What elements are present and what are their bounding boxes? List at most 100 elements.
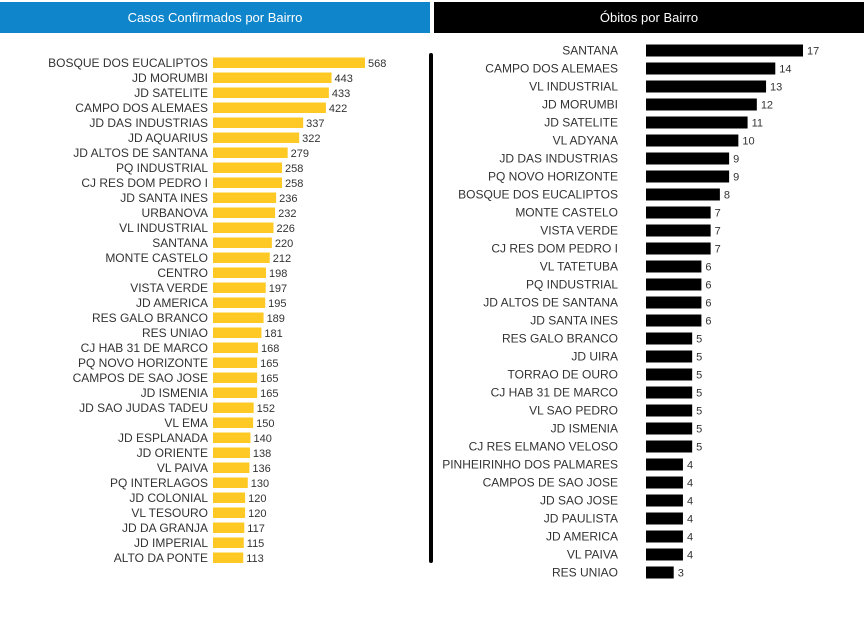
cases-bar[interactable] (213, 417, 254, 429)
deaths-value-label: 6 (705, 280, 711, 292)
cases-bar[interactable] (213, 192, 277, 204)
deaths-bar[interactable] (646, 44, 803, 57)
deaths-bar[interactable] (646, 440, 693, 453)
deaths-bar[interactable] (646, 224, 711, 237)
cases-bar[interactable] (213, 267, 266, 279)
cases-bar[interactable] (213, 387, 258, 399)
cases-bar[interactable] (213, 507, 246, 519)
deaths-value-label: 9 (733, 172, 739, 184)
cases-bar[interactable] (213, 402, 254, 414)
cases-bar[interactable] (213, 327, 262, 339)
cases-category-label: VL TESOURO (131, 506, 208, 520)
cases-bar[interactable] (213, 132, 300, 144)
cases-bar[interactable] (213, 177, 283, 189)
deaths-bar[interactable] (646, 62, 776, 75)
deaths-bar[interactable] (646, 314, 702, 327)
deaths-bar[interactable] (646, 206, 711, 219)
cases-category-label: PQ INDUSTRIAL (116, 161, 208, 175)
deaths-bar[interactable] (646, 494, 683, 507)
deaths-bar[interactable] (646, 368, 693, 381)
cases-bar[interactable] (213, 477, 248, 489)
cases-category-label: CJ RES DOM PEDRO I (81, 176, 208, 190)
deaths-category-label: PINHEIRINHO DOS PALMARES (442, 458, 618, 472)
cases-value-label: 113 (246, 553, 264, 565)
deaths-bar[interactable] (646, 134, 739, 147)
cases-bar[interactable] (213, 462, 250, 474)
cases-bar[interactable] (213, 57, 365, 69)
deaths-bar[interactable] (646, 458, 683, 471)
cases-value-label: 258 (285, 178, 303, 190)
cases-bar[interactable] (213, 117, 304, 129)
panel-divider (429, 53, 433, 563)
deaths-bar[interactable] (646, 116, 748, 129)
deaths-bar[interactable] (646, 296, 702, 309)
cases-value-label: 226 (276, 223, 294, 235)
deaths-value-label: 4 (687, 550, 693, 562)
deaths-bar[interactable] (646, 278, 702, 291)
deaths-bar[interactable] (646, 512, 683, 525)
cases-bar[interactable] (213, 552, 244, 564)
cases-category-label: SANTANA (152, 236, 208, 250)
deaths-value-label: 14 (779, 64, 791, 76)
deaths-category-label: VISTA VERDE (540, 224, 618, 238)
cases-bar[interactable] (213, 72, 332, 84)
cases-bar[interactable] (213, 147, 288, 159)
cases-bar[interactable] (213, 237, 272, 249)
deaths-value-label: 17 (807, 46, 819, 58)
deaths-value-label: 5 (696, 424, 702, 436)
deaths-bar[interactable] (646, 188, 720, 201)
deaths-value-label: 7 (715, 208, 721, 220)
deaths-category-label: VL INDUSTRIAL (529, 80, 618, 94)
cases-bar[interactable] (213, 537, 244, 549)
cases-value-label: 212 (273, 253, 291, 265)
deaths-bar[interactable] (646, 152, 730, 165)
cases-bar[interactable] (213, 162, 283, 174)
cases-bar[interactable] (213, 222, 274, 234)
deaths-category-label: CAMPOS DE SAO JOSE (483, 476, 618, 490)
cases-bar[interactable] (213, 207, 276, 219)
deaths-bar[interactable] (646, 404, 693, 417)
deaths-bar[interactable] (646, 332, 693, 345)
cases-bar[interactable] (213, 252, 270, 264)
cases-bar[interactable] (213, 522, 245, 534)
cases-bar[interactable] (213, 492, 246, 504)
deaths-bar[interactable] (646, 170, 730, 183)
deaths-value-label: 13 (770, 82, 782, 94)
cases-category-label: MONTE CASTELO (105, 251, 208, 265)
deaths-bar[interactable] (646, 98, 757, 111)
deaths-category-label: MONTE CASTELO (515, 206, 618, 220)
deaths-bar[interactable] (646, 422, 693, 435)
cases-bar[interactable] (213, 432, 251, 444)
cases-value-label: 568 (368, 58, 386, 70)
deaths-value-label: 6 (705, 262, 711, 274)
cases-value-label: 443 (335, 73, 353, 85)
cases-bar[interactable] (213, 357, 258, 369)
cases-value-label: 279 (291, 148, 309, 160)
deaths-category-label: TORRAO DE OURO (508, 368, 618, 382)
cases-category-label: VL INDUSTRIAL (119, 221, 208, 235)
cases-bar[interactable] (213, 342, 258, 354)
cases-category-label: CJ HAB 31 DE MARCO (81, 341, 208, 355)
deaths-bar[interactable] (646, 260, 702, 273)
cases-bar[interactable] (213, 87, 329, 99)
deaths-bar[interactable] (646, 530, 683, 543)
cases-bar[interactable] (213, 297, 266, 309)
deaths-value-label: 4 (687, 532, 693, 544)
deaths-bar[interactable] (646, 548, 683, 561)
deaths-category-label: JD MORUMBI (542, 98, 618, 112)
cases-category-label: PQ INTERLAGOS (110, 476, 208, 490)
cases-bar[interactable] (213, 447, 250, 459)
cases-bar[interactable] (213, 312, 264, 324)
deaths-bar[interactable] (646, 350, 693, 363)
deaths-bar[interactable] (646, 476, 683, 489)
cases-category-label: JD ISMENIA (141, 386, 208, 400)
cases-value-label: 236 (279, 193, 297, 205)
deaths-bar[interactable] (646, 242, 711, 255)
cases-bar[interactable] (213, 102, 326, 114)
cases-bar[interactable] (213, 282, 266, 294)
cases-bar[interactable] (213, 372, 258, 384)
deaths-value-label: 7 (715, 244, 721, 256)
deaths-bar[interactable] (646, 80, 767, 93)
deaths-bar[interactable] (646, 386, 693, 399)
deaths-bar[interactable] (646, 566, 674, 579)
